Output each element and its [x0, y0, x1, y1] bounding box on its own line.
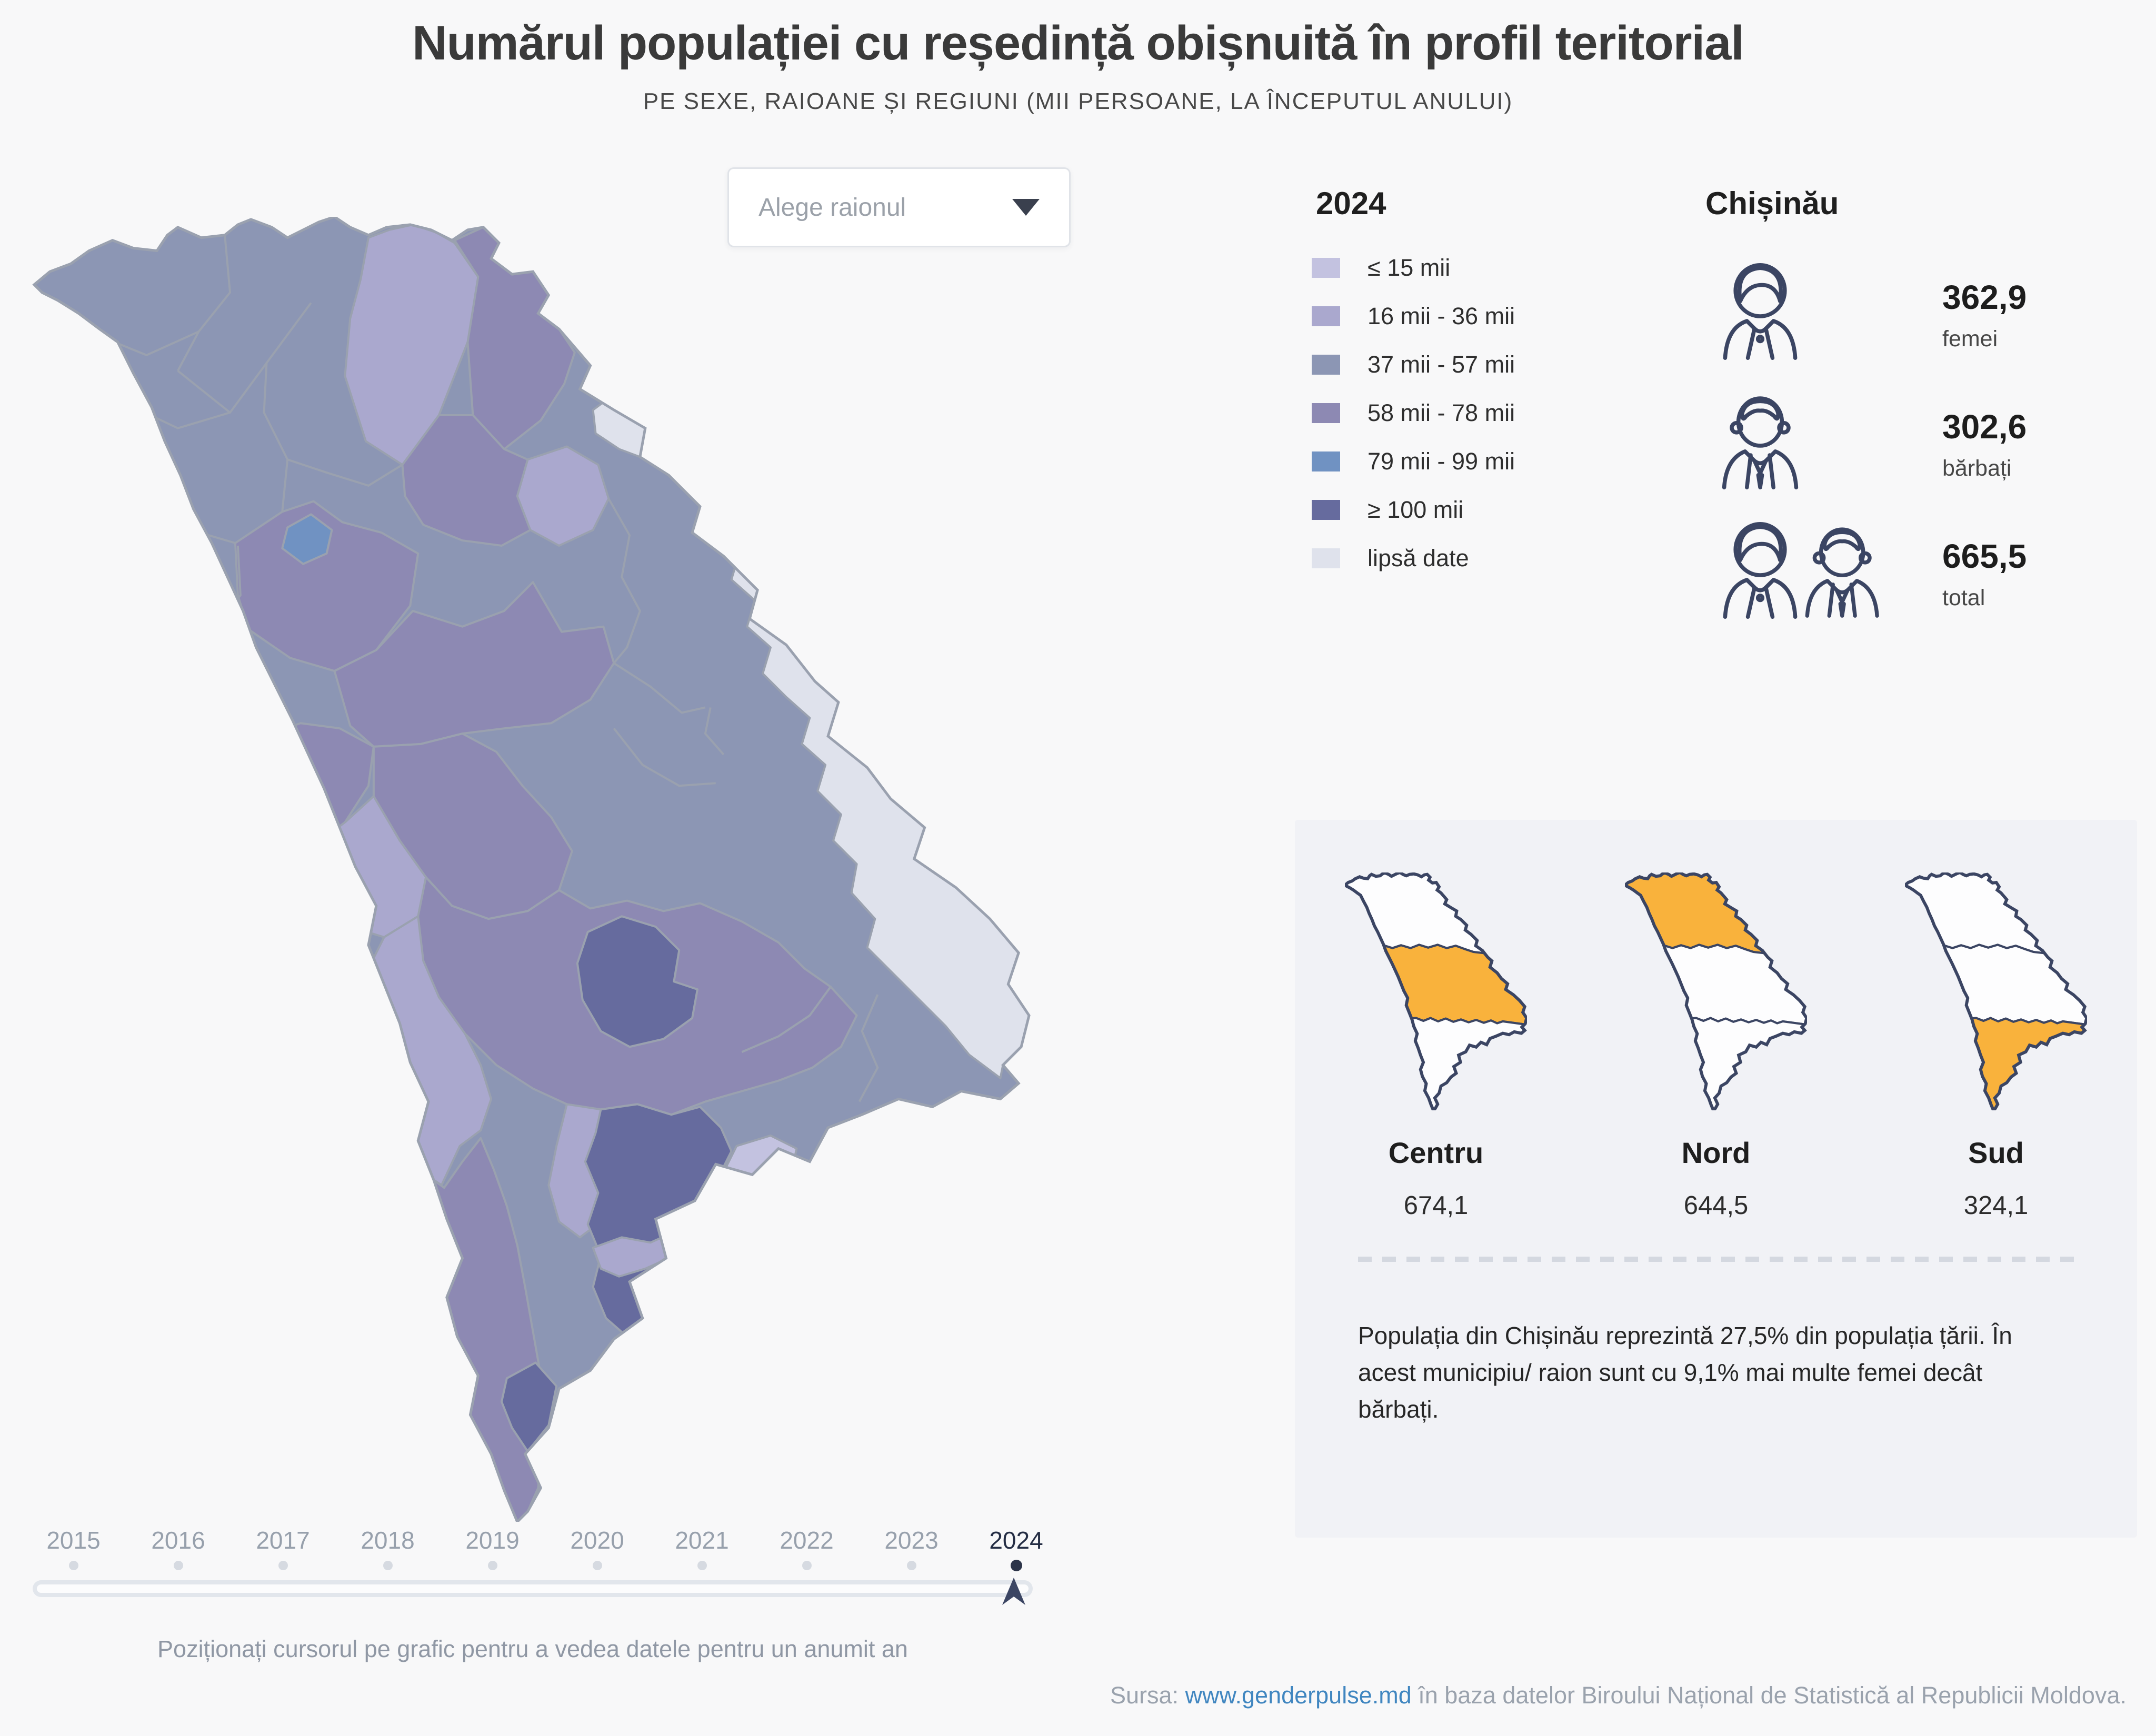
legend-swatch [1312, 500, 1340, 520]
source-line: Sursa: www.genderpulse.md în baza datelo… [1110, 1682, 2127, 1709]
year-2018[interactable]: 2018 [361, 1527, 415, 1554]
year-2015[interactable]: 2015 [46, 1527, 101, 1554]
legend-swatch [1312, 548, 1340, 568]
legend-year: 2024 [1316, 186, 1386, 221]
source-prefix: Sursa: [1110, 1682, 1185, 1709]
region-value: 644,5 [1683, 1191, 1749, 1220]
stat-value: 362,9 [1942, 278, 2027, 316]
year-2023[interactable]: 2023 [884, 1527, 939, 1554]
region-name: Nord [1681, 1136, 1751, 1169]
legend-item: 37 mii - 57 mii [1312, 351, 1515, 378]
district-dropdown-placeholder: Alege raionul [758, 193, 906, 222]
woman-icon [1713, 259, 1808, 364]
timeline-dot[interactable] [68, 1561, 78, 1570]
stat-label: total [1942, 585, 1985, 610]
legend-swatch [1312, 403, 1340, 423]
stat-value: 665,5 [1942, 537, 2027, 575]
page-title: Numărul populației cu reședință obișnuit… [412, 16, 1744, 70]
summary-note: Populația din Chișinău reprezintă 27,5% … [1358, 1322, 2012, 1423]
stat-total: 665,5 total [1705, 518, 2137, 634]
stat-femei: 362,9 femei [1705, 259, 2137, 375]
region-value: 324,1 [1963, 1191, 2029, 1220]
region-card-sud: Sud 324,1 [1885, 872, 2107, 1220]
legend-item: 79 mii - 99 mii [1312, 448, 1515, 475]
timeline-dot[interactable] [173, 1561, 183, 1570]
stat-barbati: 302,6 bărbați [1705, 388, 2137, 504]
timeline-slider-track[interactable] [33, 1580, 1033, 1597]
mini-map-centru [1325, 872, 1546, 1110]
district-dropdown[interactable]: Alege raionul [727, 167, 1071, 247]
legend-swatch [1312, 451, 1340, 471]
year-2016[interactable]: 2016 [151, 1527, 205, 1554]
timeline-dot[interactable] [278, 1561, 288, 1570]
year-2020[interactable]: 2020 [570, 1527, 624, 1554]
timeline-slider-handle[interactable] [998, 1576, 1030, 1608]
legend-item: 58 mii - 78 mii [1312, 399, 1515, 427]
mini-map-sud [1885, 872, 2107, 1110]
timeline-hint: Poziționați cursorul pe grafic pentru a … [157, 1635, 908, 1662]
timeline-years: 2015 2016 2017 2018 2019 2020 2021 2022 … [21, 1526, 1069, 1554]
stat-label: femei [1942, 326, 1998, 352]
legend-swatch [1312, 258, 1340, 278]
source-suffix: în baza datelor Biroului Național de Sta… [1411, 1682, 2127, 1709]
map-legend: 2024 ≤ 15 mii 16 mii - 36 mii 37 mii - 5… [1312, 185, 1515, 593]
mini-map-nord [1605, 872, 1826, 1110]
year-2017[interactable]: 2017 [256, 1527, 310, 1554]
timeline-dot[interactable] [383, 1561, 393, 1570]
moldova-choropleth-map[interactable] [32, 217, 1032, 1522]
legend-item: 16 mii - 36 mii [1312, 303, 1515, 330]
chevron-down-icon [1012, 199, 1040, 216]
man-icon [1713, 388, 1808, 494]
legend-item: ≤ 15 mii [1312, 254, 1515, 282]
timeline-dot[interactable] [802, 1561, 812, 1570]
timeline-dot-active[interactable] [1010, 1560, 1022, 1571]
region-card-nord: Nord 644,5 [1605, 872, 1826, 1220]
region-card-centru: Centru 674,1 [1325, 872, 1546, 1220]
year-2024-active[interactable]: 2024 [989, 1527, 1043, 1554]
selected-area-title: Chișinău [1705, 186, 1839, 221]
stat-value: 302,6 [1942, 408, 2027, 446]
legend-swatch [1312, 355, 1340, 375]
timeline-dots [21, 1560, 1069, 1571]
legend-item: lipsă date [1312, 545, 1515, 572]
timeline-dot[interactable] [697, 1561, 707, 1570]
legend-item: ≥ 100 mii [1312, 496, 1515, 524]
stat-label: bărbați [1942, 456, 2012, 481]
region-name: Centru [1388, 1136, 1484, 1169]
timeline-slider-track-inner [37, 1584, 1029, 1593]
dashed-separator [1358, 1257, 2074, 1262]
year-2022[interactable]: 2022 [780, 1527, 834, 1554]
region-value: 674,1 [1403, 1191, 1469, 1220]
legend-swatch [1312, 306, 1340, 326]
selected-area-panel: Chișinău 362,9 femei 302,6 bărbați 665,5… [1705, 185, 2137, 222]
regions-panel: Centru 674,1 Nord 644,5 [1295, 820, 2137, 1538]
woman-man-icon [1713, 518, 1902, 623]
page-subtitle: PE SEXE, RAIOANE ȘI REGIUNI (MII PERSOAN… [643, 88, 1513, 114]
timeline-dot[interactable] [906, 1561, 916, 1570]
region-name: Sud [1968, 1136, 2024, 1169]
year-2021[interactable]: 2021 [675, 1527, 729, 1554]
timeline-dot[interactable] [592, 1561, 602, 1570]
timeline-dot[interactable] [487, 1561, 497, 1570]
year-2019[interactable]: 2019 [465, 1527, 520, 1554]
source-link[interactable]: www.genderpulse.md [1185, 1682, 1412, 1709]
